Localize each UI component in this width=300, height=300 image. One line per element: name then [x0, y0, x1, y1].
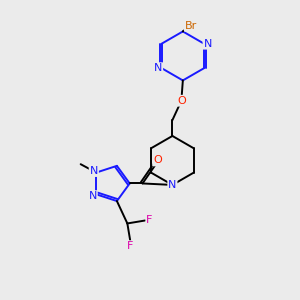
Text: N: N [154, 63, 162, 73]
Text: N: N [168, 180, 177, 190]
Text: O: O [177, 96, 186, 106]
Text: N: N [90, 166, 98, 176]
Text: N: N [203, 39, 212, 49]
Text: Br: Br [185, 21, 197, 31]
Text: F: F [146, 215, 153, 226]
Text: N: N [88, 191, 97, 201]
Text: O: O [153, 155, 162, 166]
Text: F: F [127, 241, 134, 251]
